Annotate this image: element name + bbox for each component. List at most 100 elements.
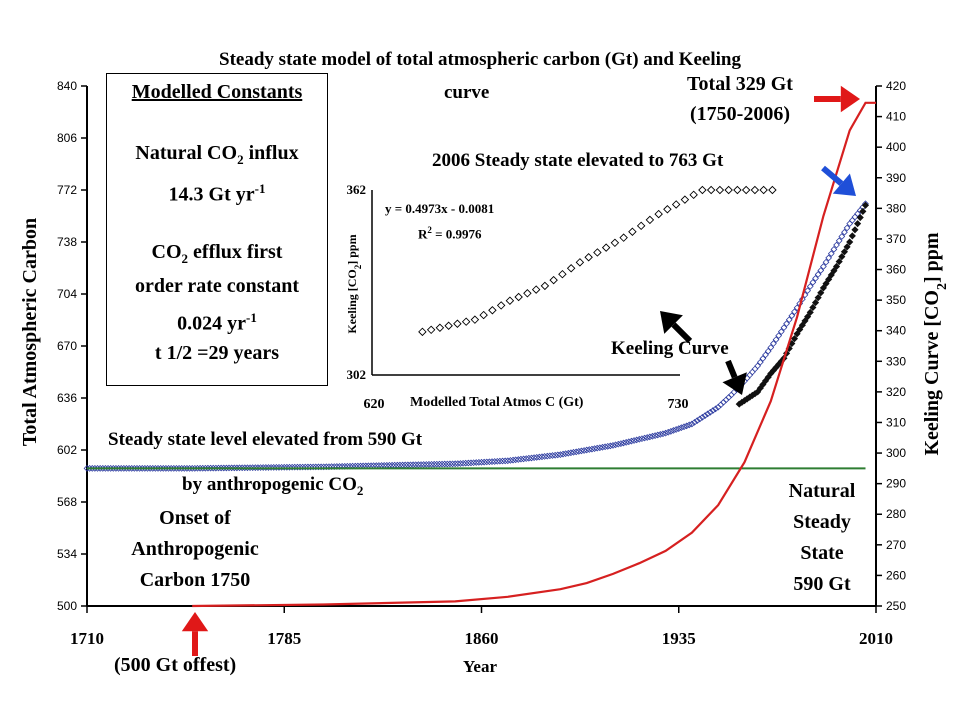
inset-point	[715, 185, 725, 195]
left-tick-label: 704	[57, 287, 77, 301]
inset-point	[584, 253, 593, 262]
series-point	[817, 289, 825, 297]
series-point	[701, 412, 709, 419]
series-point	[238, 464, 246, 472]
arrow-keeling-inset-shaft	[671, 322, 693, 344]
inset-x-tick-label: 730	[668, 397, 689, 412]
series-point	[762, 351, 769, 359]
series-point	[746, 371, 754, 379]
series-point	[454, 460, 462, 467]
series-point	[265, 464, 272, 471]
series-point	[559, 450, 567, 458]
series-point	[570, 448, 577, 456]
series-point	[641, 434, 648, 442]
series-point	[659, 430, 667, 438]
x-tick-label: 1935	[662, 629, 696, 648]
series-point	[557, 451, 564, 458]
series-point	[830, 267, 838, 275]
series-point	[422, 461, 430, 468]
left-axis-ticks: 500 534 568 602 636 670 704 738 772 806 840	[57, 79, 87, 613]
inset-point	[418, 327, 427, 337]
series-point	[251, 464, 259, 471]
left-tick-label: 772	[57, 183, 77, 197]
chart-title-line2: curve	[444, 82, 490, 103]
series-point	[704, 410, 712, 418]
series-point	[259, 464, 267, 471]
right-tick-label: 360	[886, 263, 906, 277]
series-point	[443, 460, 451, 468]
series-point	[417, 461, 425, 468]
series-point	[656, 431, 664, 438]
arrow-keeling-main-head	[722, 372, 747, 395]
x-tick-label: 1710	[70, 629, 104, 648]
series-point	[504, 457, 512, 465]
series-point	[204, 464, 212, 472]
series-point	[501, 457, 509, 465]
right-tick-label: 290	[886, 477, 906, 491]
series-point	[541, 453, 548, 460]
series-point	[533, 453, 541, 461]
series-point	[854, 220, 862, 228]
series-point	[806, 282, 814, 290]
box-influx: Natural CO2 influx	[135, 142, 299, 167]
inset-point	[680, 195, 690, 204]
series-point	[451, 460, 459, 468]
series-point	[299, 463, 307, 471]
inset-point	[663, 205, 672, 214]
series-point	[601, 443, 609, 451]
series-point	[751, 365, 759, 373]
series-point	[827, 271, 835, 279]
series-point	[486, 458, 493, 466]
series-point	[780, 324, 788, 332]
inset-point	[759, 185, 768, 195]
series-point	[683, 422, 691, 430]
series-point	[840, 248, 849, 256]
series-point	[649, 432, 656, 440]
series-point	[514, 456, 522, 463]
series-point	[564, 449, 572, 457]
series-point	[693, 417, 701, 425]
series-point	[706, 408, 714, 416]
x-tick-label: 1860	[465, 629, 499, 648]
series-point	[635, 435, 643, 443]
series-point	[832, 262, 841, 271]
series-point	[288, 463, 296, 471]
series-point	[788, 312, 796, 320]
series-point	[827, 250, 835, 257]
series-point	[638, 435, 646, 443]
series-point	[199, 464, 207, 472]
series-point	[459, 459, 467, 467]
right-tick-label: 350	[886, 293, 906, 307]
series-point	[433, 460, 441, 468]
series-point	[691, 418, 698, 426]
series-point	[493, 457, 501, 465]
series-point	[520, 455, 527, 463]
inset-point	[698, 185, 707, 195]
series-point	[449, 460, 456, 468]
annotation-total-2: (1750-2006)	[690, 103, 790, 125]
right-tick-label: 250	[886, 599, 906, 613]
x-axis-label: Year	[463, 657, 497, 676]
series-point	[712, 405, 719, 413]
series-point	[578, 447, 585, 455]
series-point	[304, 463, 312, 471]
series-point	[851, 226, 859, 234]
inset-point	[741, 185, 751, 195]
left-tick-label: 840	[57, 79, 77, 93]
series-point	[517, 455, 525, 463]
annotation-natural-4: 590 Gt	[793, 573, 851, 595]
inset-point	[496, 301, 506, 310]
left-tick-label: 534	[57, 547, 77, 561]
box-half-life: t 1/2 =29 years	[154, 342, 280, 364]
arrow-keeling-main	[722, 359, 747, 395]
series-point	[814, 271, 822, 278]
series-point	[607, 442, 614, 450]
series-point	[212, 464, 220, 472]
series-point	[317, 463, 325, 471]
series-point	[249, 464, 257, 472]
inset-point	[628, 227, 637, 236]
series-point	[425, 461, 433, 468]
series-point	[604, 442, 612, 450]
inset-r-squared: R2 = 0.9976	[418, 225, 482, 242]
